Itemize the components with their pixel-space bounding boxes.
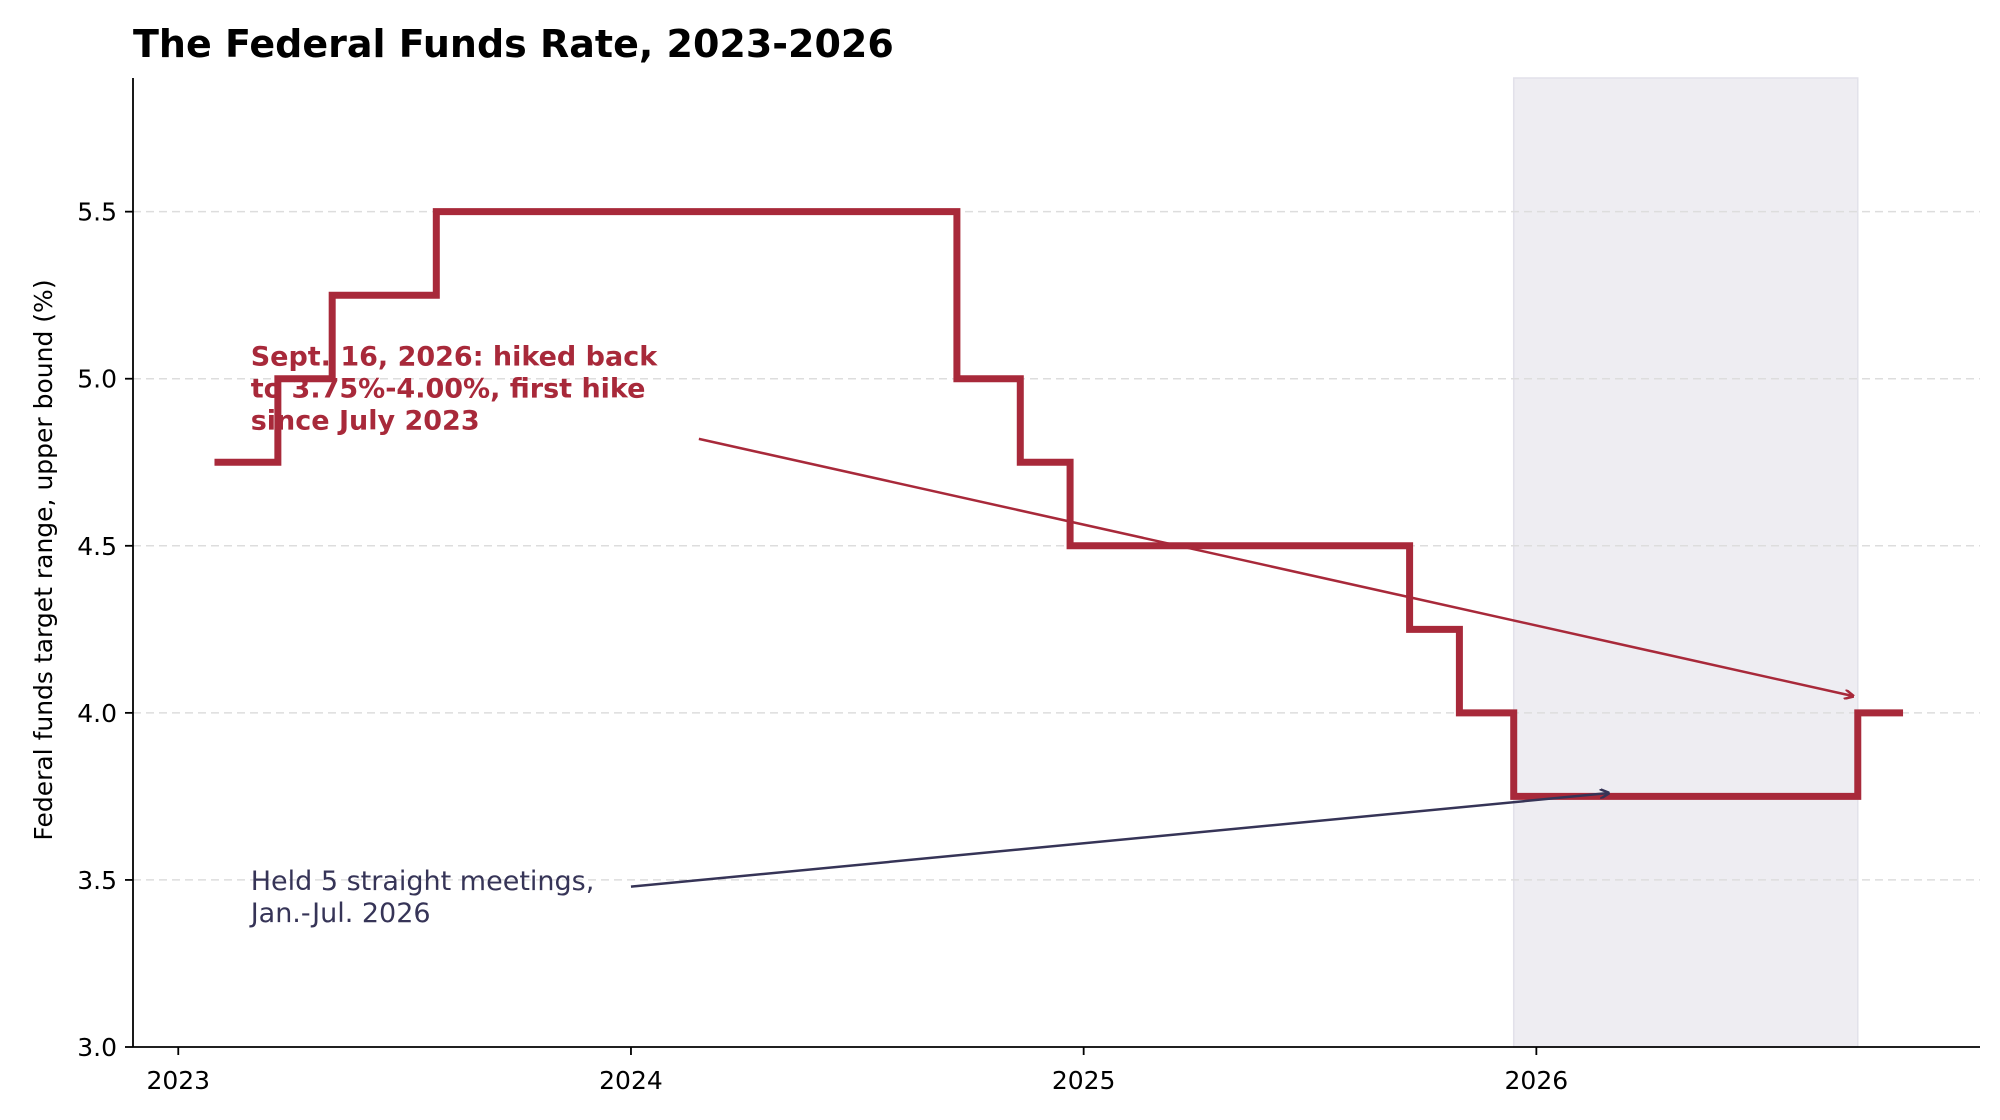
annotation-line: since July 2023 [251,405,480,436]
annotation-text-hike: Sept. 16, 2026: hiked back to 3.75%-4.00%… [251,341,659,436]
annotation-arrow-held [630,793,1609,888]
y-tick-label: 4.5 [77,532,117,561]
y-tick-label: 5.0 [77,365,117,394]
x-tick-label: 2024 [599,1066,663,1095]
annotation-arrow-hike [698,437,1853,696]
chart-title: The Federal Funds Rate, 2023-2026 [133,22,894,66]
x-tick-label: 2023 [146,1066,210,1095]
y-tick-label: 5.5 [77,198,117,227]
annotation-line: Jan.-Jul. 2026 [249,898,431,929]
y-tick-label: 3.0 [77,1033,117,1062]
y-tick-label: 4.0 [77,699,117,728]
annotation-line: Sept. 16, 2026: hiked back [251,341,659,372]
annotation-line: to 3.75%-4.00%, first hike [251,373,646,404]
x-tick-label: 2026 [1505,1066,1569,1095]
shaded-region [1512,77,1859,1048]
y-tick-label: 3.5 [77,866,117,895]
rate-step-line [214,208,1904,800]
annotation-line: Held 5 straight meetings, [251,866,595,897]
y-axis-label: Federal funds target range, upper bound … [29,279,58,840]
annotation-text-held: Held 5 straight meetings, Jan.-Jul. 2026 [249,866,595,929]
x-tick-label: 2025 [1052,1066,1116,1095]
